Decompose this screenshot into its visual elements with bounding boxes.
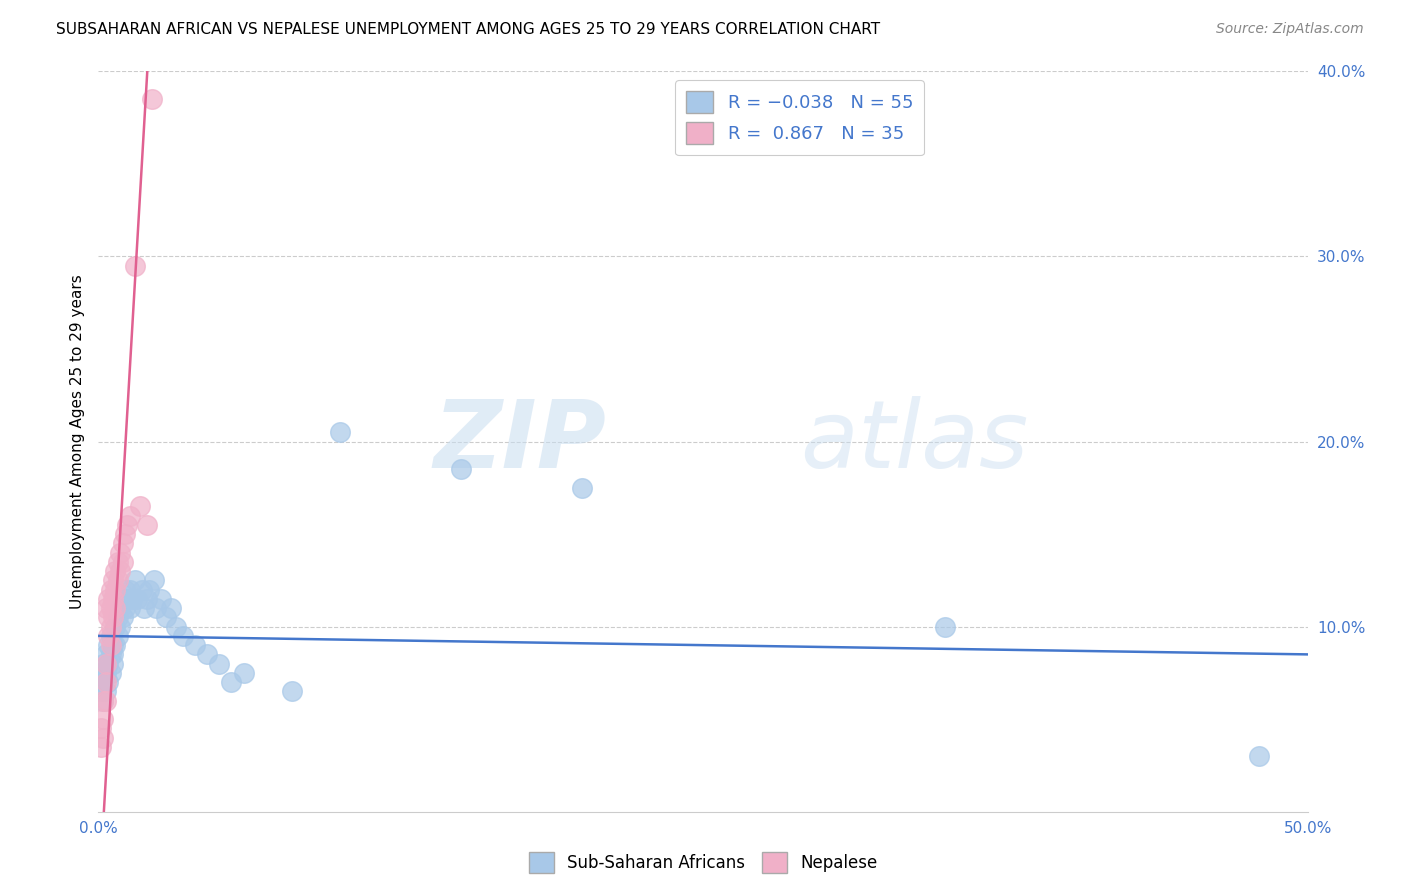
Point [90, 739, 112, 754]
Point [114, 601, 136, 615]
Point [195, 648, 218, 662]
Point [108, 601, 131, 615]
Point [111, 591, 134, 606]
Point [97, 591, 120, 606]
Text: ZIP: ZIP [433, 395, 606, 488]
Point [100, 665, 122, 680]
Point [1249, 749, 1271, 764]
Point [124, 574, 146, 588]
Point [90, 665, 112, 680]
Point [94, 665, 117, 680]
Point [101, 648, 124, 662]
Point [94, 601, 117, 615]
Y-axis label: Unemployment Among Ages 25 to 29 years: Unemployment Among Ages 25 to 29 years [69, 274, 84, 609]
Point [118, 601, 141, 615]
Text: SUBSAHARAN AFRICAN VS NEPALESE UNEMPLOYMENT AMONG AGES 25 TO 29 YEARS CORRELATIO: SUBSAHARAN AFRICAN VS NEPALESE UNEMPLOYM… [56, 22, 880, 37]
Point [184, 638, 207, 652]
Point [232, 665, 254, 680]
Point [107, 555, 129, 569]
Point [101, 610, 124, 624]
Point [172, 629, 194, 643]
Point [329, 425, 352, 440]
Point [150, 591, 173, 606]
Point [90, 722, 112, 736]
Point [101, 638, 124, 652]
Point [143, 574, 166, 588]
Point [91, 694, 114, 708]
Point [104, 619, 127, 633]
Point [128, 500, 150, 514]
Point [571, 481, 593, 495]
Point [934, 619, 956, 633]
Point [117, 591, 139, 606]
Point [100, 582, 122, 597]
Point [135, 517, 157, 532]
Point [145, 601, 167, 615]
Point [221, 675, 243, 690]
Point [101, 657, 124, 671]
Point [208, 657, 231, 671]
Point [91, 731, 114, 745]
Point [101, 574, 124, 588]
Point [108, 545, 131, 560]
Point [108, 619, 131, 633]
Point [160, 601, 183, 615]
Point [104, 582, 127, 597]
Point [107, 610, 129, 624]
Point [91, 675, 114, 690]
Point [108, 564, 131, 578]
Point [91, 712, 114, 726]
Point [94, 684, 117, 698]
Point [100, 638, 122, 652]
Point [91, 657, 114, 671]
Legend: R = −0.038   N = 55, R =  0.867   N = 35: R = −0.038 N = 55, R = 0.867 N = 35 [675, 80, 924, 155]
Point [94, 675, 117, 690]
Point [111, 536, 134, 550]
Point [138, 582, 160, 597]
Point [114, 582, 136, 597]
Point [107, 574, 129, 588]
Point [281, 684, 304, 698]
Point [91, 694, 114, 708]
Point [121, 591, 143, 606]
Point [100, 648, 122, 662]
Point [134, 601, 156, 615]
Point [165, 619, 187, 633]
Point [97, 610, 120, 624]
Text: atlas: atlas [800, 396, 1028, 487]
Text: Source: ZipAtlas.com: Source: ZipAtlas.com [1216, 22, 1364, 37]
Point [100, 601, 122, 615]
Point [114, 527, 136, 541]
Point [111, 610, 134, 624]
Point [111, 555, 134, 569]
Point [104, 601, 127, 615]
Point [118, 508, 141, 523]
Point [97, 657, 120, 671]
Legend: Sub-Saharan Africans, Nepalese: Sub-Saharan Africans, Nepalese [522, 846, 884, 880]
Point [97, 638, 120, 652]
Point [450, 462, 472, 476]
Point [97, 629, 120, 643]
Point [118, 582, 141, 597]
Point [101, 591, 124, 606]
Point [100, 629, 122, 643]
Point [94, 657, 117, 671]
Point [94, 648, 117, 662]
Point [107, 629, 129, 643]
Point [117, 517, 139, 532]
Point [104, 564, 127, 578]
Point [100, 619, 122, 633]
Point [127, 591, 149, 606]
Point [135, 591, 157, 606]
Point [94, 694, 117, 708]
Point [141, 92, 163, 106]
Point [124, 259, 146, 273]
Point [104, 638, 127, 652]
Point [97, 675, 120, 690]
Point [90, 684, 112, 698]
Point [155, 610, 177, 624]
Point [131, 582, 153, 597]
